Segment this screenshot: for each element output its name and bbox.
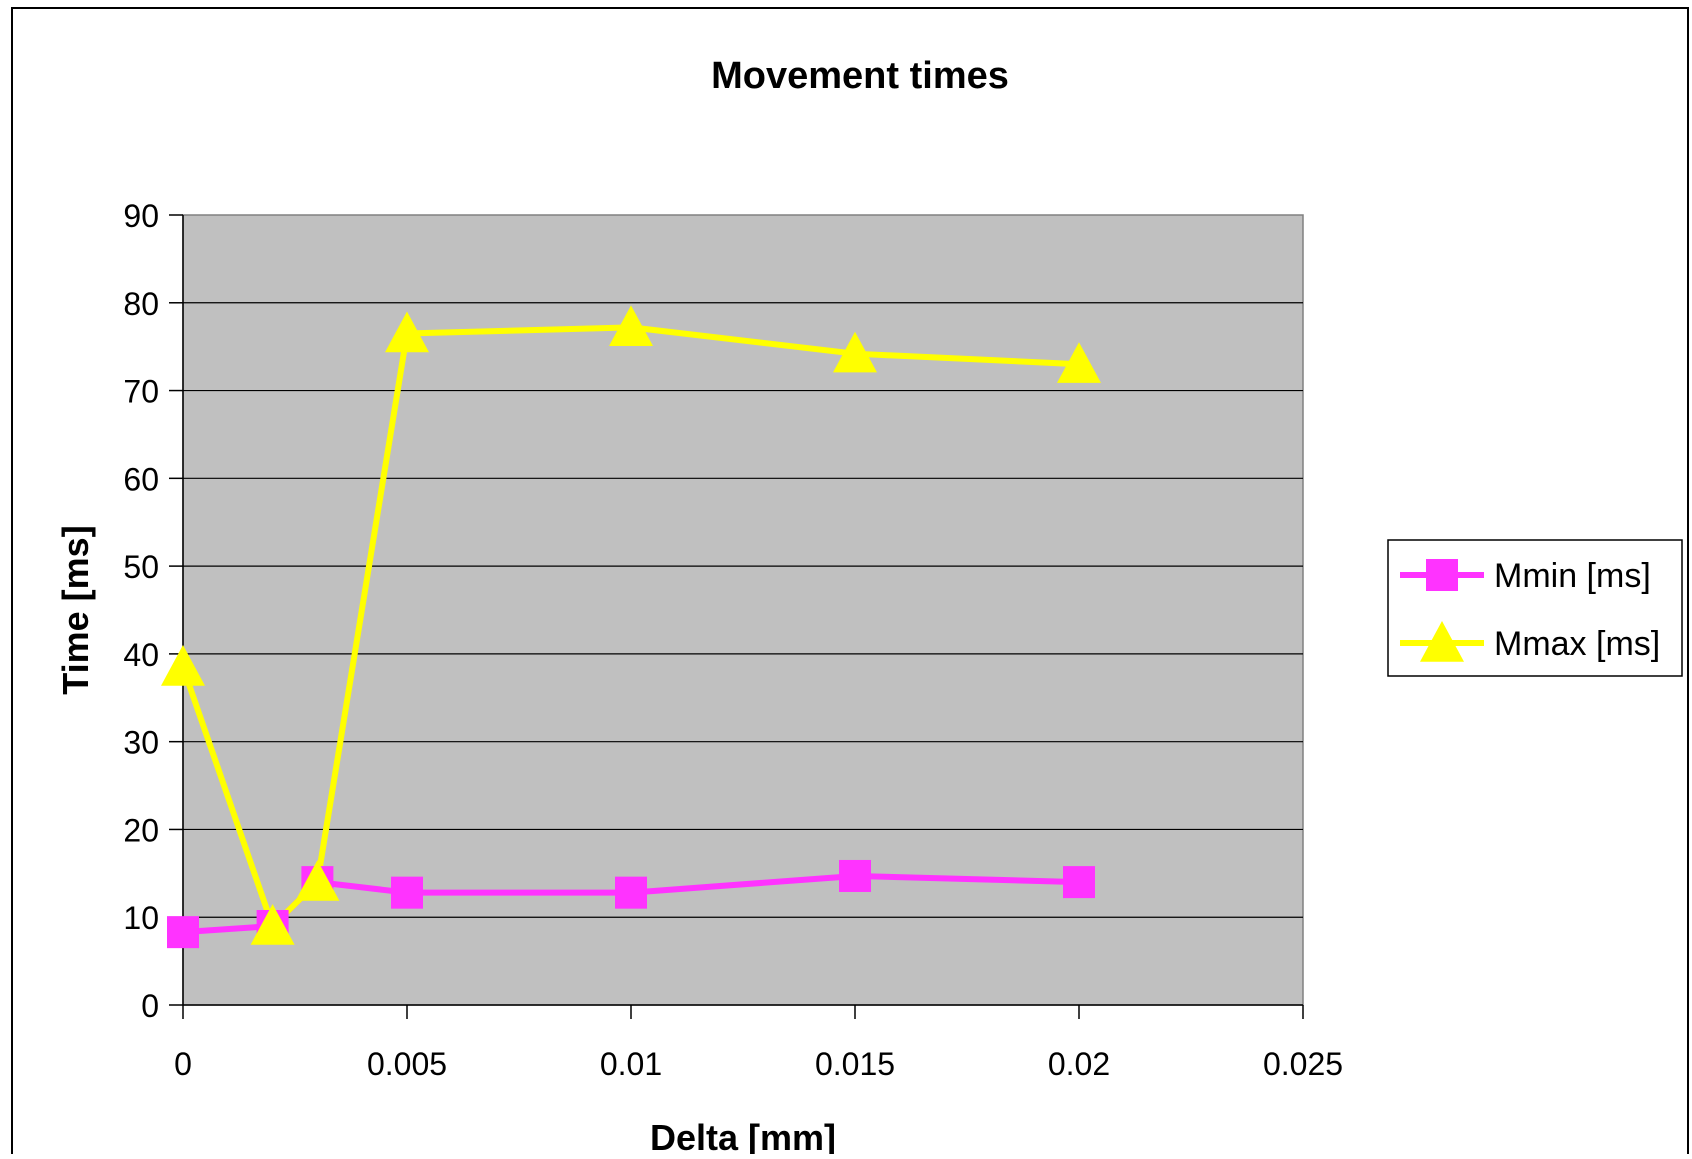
series-layer [161,305,1101,949]
legend-label: Mmin [ms] [1494,557,1651,595]
y-tick-label: 20 [123,812,159,848]
data-point-mmin [167,916,199,949]
x-tick-label: 0.025 [1263,1046,1343,1082]
y-tick-label: 30 [123,725,159,761]
y-tick-label: 50 [123,549,159,585]
y-tick-label: 60 [123,461,159,497]
legend-label: Mmax [ms] [1494,625,1660,663]
legend: Mmin [ms] Mmax [ms] [1387,539,1683,677]
legend-marker [1426,559,1458,591]
y-tick-label: 0 [141,988,159,1024]
data-point-mmin [615,876,647,909]
data-point-mmax [833,331,877,373]
data-point-mmax [385,311,429,353]
data-point-mmax [250,904,295,945]
chart-title: Movement times [711,55,1009,97]
data-point-mmax [161,645,205,686]
y-tick-label: 70 [123,374,159,410]
x-tick-label: 0.02 [1048,1046,1110,1082]
x-axis-label: Delta [mm] [650,1117,836,1154]
x-tick-label: 0.005 [367,1046,447,1082]
x-tick-label: 0.01 [600,1046,662,1082]
y-tick-label: 80 [123,286,159,322]
data-point-mmax [1057,342,1101,383]
text-layer: Movement times Delta [mm] Time [ms] [55,55,1009,1158]
y-axis-label: Time [ms] [55,525,96,694]
y-tick-label: 90 [123,198,159,234]
y-tick-label: 40 [123,637,159,673]
axes: 0 10 20 30 40 50 60 70 80 90 0 0.005 0.01 0.015 0.02 0.… [123,198,1343,1082]
legend-marker [1420,621,1464,662]
y-tick-label: 10 [123,900,159,936]
data-point-mmax [295,860,340,901]
data-point-mmin [839,859,871,892]
x-tick-label: 0 [174,1046,192,1082]
plot-area [182,214,1304,1006]
data-point-mmin [1063,866,1095,899]
data-point-mmax [609,305,653,347]
x-tick-label: 0.015 [815,1046,895,1082]
data-point-mmin [391,876,423,909]
